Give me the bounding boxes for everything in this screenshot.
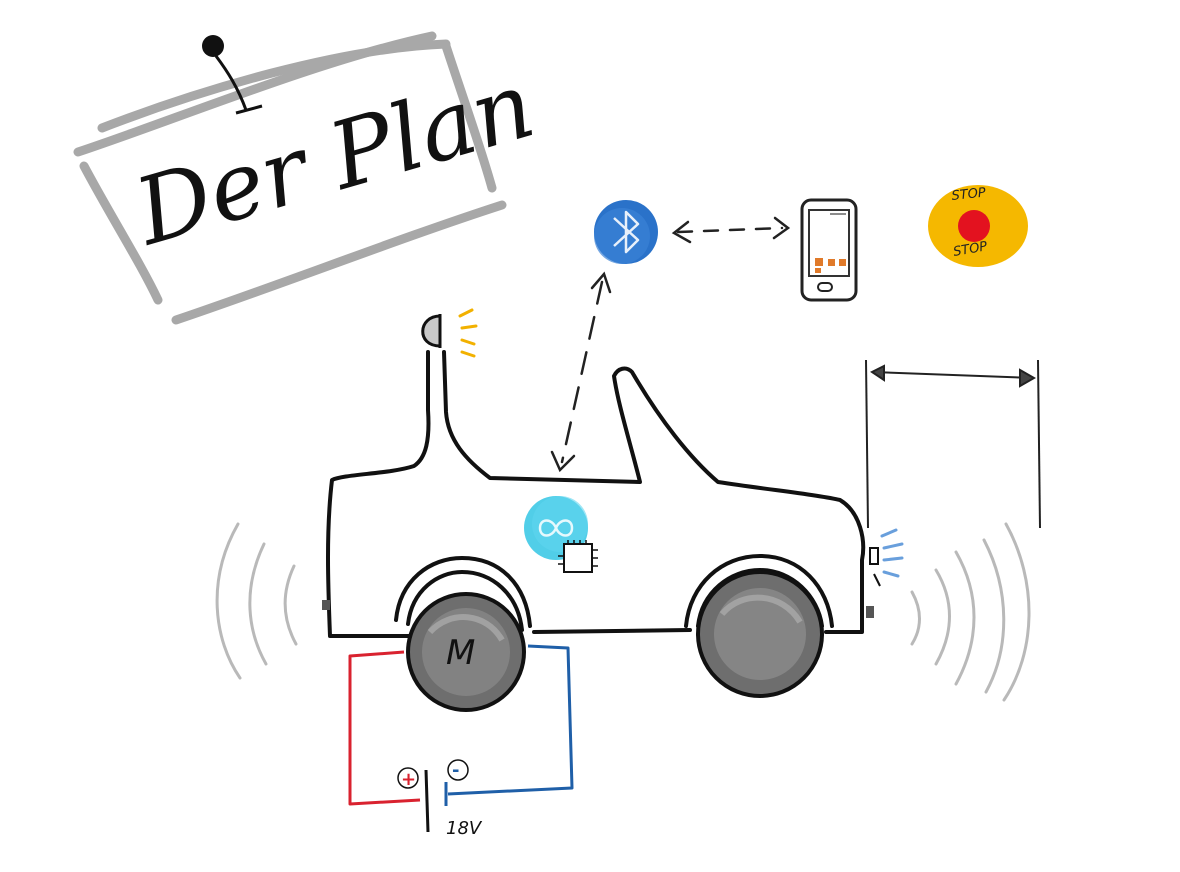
beacon-light-icon [421, 308, 478, 358]
rear-wheel [696, 570, 824, 698]
smartphone-icon [800, 198, 858, 302]
positive-wire [348, 650, 421, 806]
sound-waves-front [910, 522, 1031, 702]
bluetooth-icon [594, 200, 658, 264]
front-wheel: M [406, 592, 526, 712]
battery-plus-label: + [401, 769, 416, 790]
ultrasonic-sensor-icon [869, 528, 904, 587]
pin-icon [202, 35, 263, 115]
sign-title: Der Plan [123, 51, 546, 267]
negative-wire [447, 644, 574, 796]
battery-icon: + - 18V [397, 759, 483, 839]
bluetooth-phone-link [671, 216, 791, 244]
stop-label-top: STOP [951, 185, 987, 204]
sound-waves-rear [215, 522, 298, 680]
battery-voltage: 18V [446, 818, 483, 839]
stop-button-icon: STOP STOP [928, 185, 1028, 267]
motor-icon: M [446, 633, 475, 673]
stop-label-bottom: STOP [952, 239, 989, 260]
battery-minus-label: - [452, 760, 459, 781]
distance-marker [865, 359, 1041, 529]
arduino-icon [524, 496, 598, 573]
motor-label: M [446, 633, 475, 673]
sign-frame [73, 31, 507, 325]
front-bumper [866, 606, 874, 618]
title-sign: Der Plan [73, 31, 546, 325]
rear-bumper [322, 600, 330, 610]
bluetooth-car-link [550, 271, 612, 473]
